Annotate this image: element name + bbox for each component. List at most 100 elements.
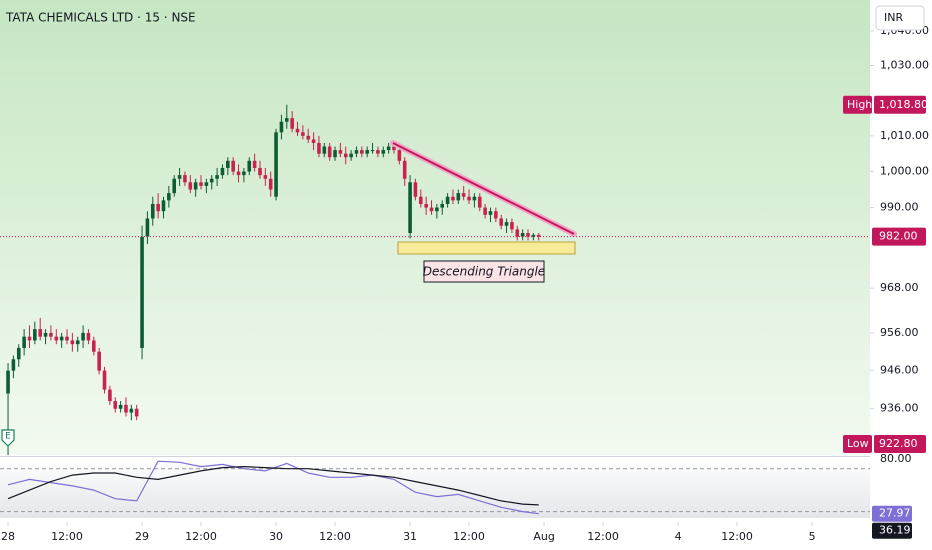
x-tick-label: 4 [675, 530, 682, 543]
candle-body [258, 167, 262, 176]
x-tick-label: 31 [403, 530, 417, 543]
price-tag: High 1,018.80 [843, 95, 928, 114]
candle-body [183, 175, 187, 183]
y-tick-label: 946.00 [880, 364, 919, 377]
rsi-lines [0, 460, 870, 515]
candle-body [220, 167, 225, 176]
price-tag-name-box [843, 95, 872, 114]
x-tick-label: 12:00 [319, 530, 351, 543]
candle-body [472, 196, 477, 201]
rsi-last-tag: 36.19 [872, 522, 912, 539]
candle-body [435, 207, 439, 212]
candle-body [92, 340, 96, 352]
candle-body [381, 150, 386, 154]
candle-body [295, 128, 300, 133]
price-axis [870, 0, 932, 550]
y-tick-label: 1,010.00 [880, 129, 929, 142]
candle-body [333, 150, 337, 158]
candle-body [494, 211, 498, 219]
candle-body [43, 332, 48, 337]
candle-body [402, 160, 407, 179]
candle-body [408, 182, 412, 234]
currency-button-box[interactable] [875, 5, 925, 31]
price-tag: Low 922.80 [843, 435, 926, 453]
candle-body [177, 175, 182, 179]
candle-body [418, 196, 423, 204]
rsi-last-tag: 27.97 [872, 505, 912, 522]
y-tick-label: 1,030.00 [880, 59, 929, 72]
y-tick-label: 936.00 [880, 402, 919, 415]
candle-body [231, 160, 235, 172]
x-tick-label: 12:00 [587, 530, 619, 543]
rsi-last-value: 27.97 [879, 507, 911, 520]
candle-body [59, 336, 64, 341]
candles [6, 104, 541, 455]
candle-body [483, 207, 487, 215]
price-tag-name-box [843, 435, 872, 453]
y-tick-label: 1,000.00 [880, 165, 929, 178]
candle-body [279, 121, 284, 133]
candle-body [531, 234, 536, 237]
currency-button[interactable]: INR [875, 5, 925, 31]
rsi-pane [0, 458, 870, 518]
symbol-title: TATA CHEMICALS LTD · 15 · NSE [5, 11, 196, 25]
candle-body [252, 160, 257, 168]
candle-body [188, 182, 193, 190]
candle-body [515, 229, 520, 237]
candle-body [445, 196, 450, 204]
candle-body [75, 340, 80, 345]
trendline [392, 142, 575, 235]
last-price-label: 982.00 [879, 230, 918, 243]
rsi-line [7, 465, 539, 506]
descending-triangle: Descending Triangle [390, 140, 577, 283]
annotation: Descending Triangle [423, 265, 545, 279]
candle-body [526, 233, 530, 237]
x-tick-label: 12:00 [721, 530, 753, 543]
currency-label[interactable]: INR [884, 11, 903, 24]
x-tick-label: 12:00 [51, 530, 83, 543]
candle-body [268, 178, 273, 190]
candle-body [242, 171, 246, 176]
candle-body [349, 153, 353, 158]
candle-body [193, 182, 198, 190]
candle-body [499, 218, 504, 226]
candle-body [429, 207, 434, 212]
candle-body [284, 118, 289, 122]
annotation-box [423, 260, 545, 283]
candle-body [386, 146, 391, 151]
x-tick-label: 29 [135, 530, 149, 543]
candle-body [81, 332, 85, 341]
earnings-marker: E [1, 429, 15, 447]
axes: 936.00 946.00 956.00 968.00 990.00 1,000.00 1,… [0, 24, 929, 543]
candle-body [150, 203, 155, 219]
candle-body [263, 175, 268, 179]
candle-body [209, 178, 214, 183]
candle-body [102, 370, 107, 390]
candle-body [86, 332, 91, 341]
candle-body [11, 359, 16, 371]
candle-body [49, 332, 53, 337]
candle-body [140, 236, 144, 348]
candle-body [113, 401, 118, 409]
candle-body [451, 196, 455, 201]
x-tick-label: 5 [809, 530, 816, 543]
candle-body [327, 146, 332, 158]
support-zone [397, 241, 576, 255]
candle-body [65, 336, 69, 341]
candle-body [236, 171, 241, 176]
candle-body [145, 218, 150, 237]
rsi-last-box [872, 522, 912, 539]
candle-body [16, 347, 21, 360]
candle-body [118, 404, 123, 409]
last-price-box [872, 227, 926, 246]
candle-body [134, 408, 139, 417]
earnings-label: E [5, 432, 11, 442]
candle-body [413, 182, 418, 197]
candle-body [343, 153, 348, 158]
price-tag-name: Low [847, 437, 869, 450]
candle-body [488, 211, 493, 215]
rsi-last-box [872, 505, 912, 522]
x-tick-label: Aug [533, 530, 554, 543]
candle-body [124, 404, 128, 413]
price-tag-value: 1,018.80 [879, 98, 928, 111]
